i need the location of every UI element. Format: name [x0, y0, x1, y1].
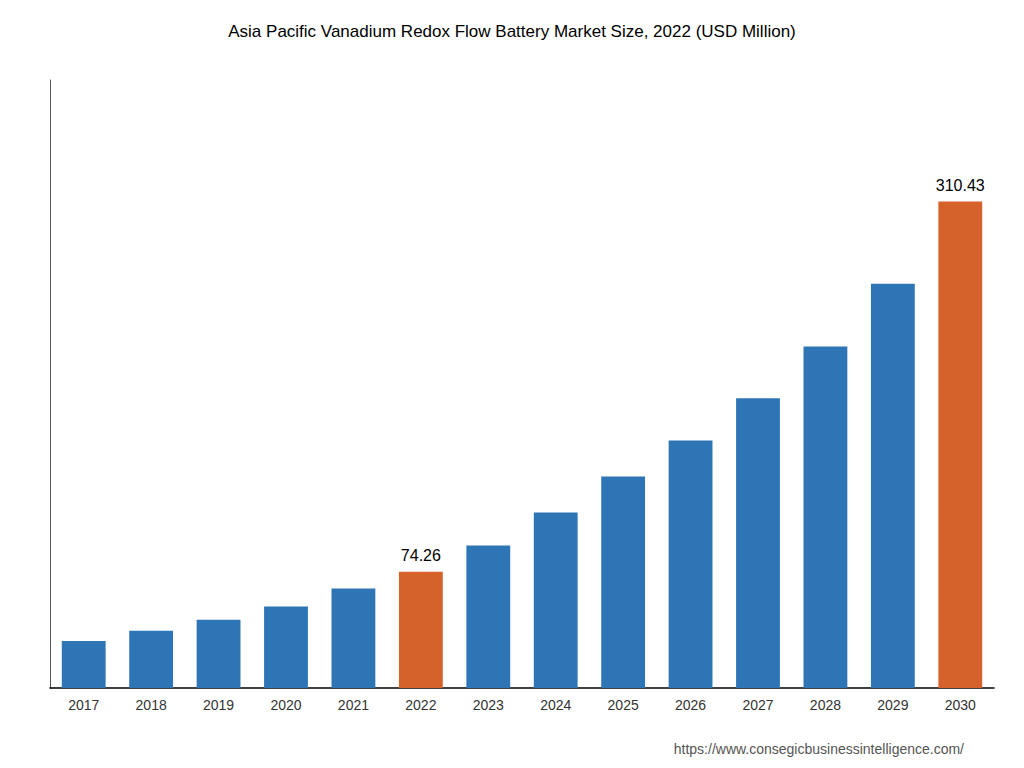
svg-text:2019: 2019	[203, 697, 234, 713]
svg-text:2027: 2027	[742, 697, 773, 713]
svg-text:310.43: 310.43	[936, 177, 985, 194]
svg-text:2028: 2028	[810, 697, 841, 713]
svg-text:2030: 2030	[945, 697, 976, 713]
svg-text:2018: 2018	[136, 697, 167, 713]
svg-text:2026: 2026	[675, 697, 706, 713]
svg-text:2022: 2022	[405, 697, 436, 713]
svg-text:2029: 2029	[877, 697, 908, 713]
svg-text:https://www.consegicbusinessin: https://www.consegicbusinessintelligence…	[674, 741, 964, 757]
svg-text:2020: 2020	[270, 697, 301, 713]
svg-text:Asia Pacific Vanadium Redox Fl: Asia Pacific Vanadium Redox Flow Battery…	[228, 22, 796, 41]
svg-text:2017: 2017	[68, 697, 99, 713]
svg-text:2023: 2023	[473, 697, 504, 713]
svg-text:74.26: 74.26	[401, 547, 441, 564]
svg-text:2025: 2025	[608, 697, 639, 713]
svg-text:2024: 2024	[540, 697, 571, 713]
svg-text:2021: 2021	[338, 697, 369, 713]
